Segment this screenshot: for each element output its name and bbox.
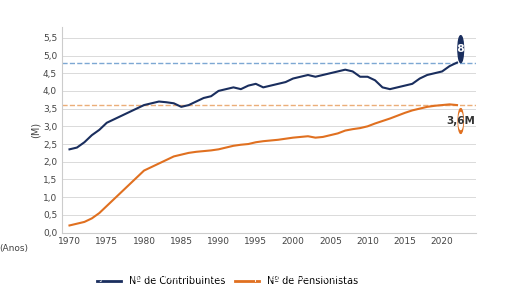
Circle shape [458, 36, 464, 63]
Text: (Anos): (Anos) [0, 244, 28, 252]
Y-axis label: (M): (M) [30, 122, 40, 138]
Polygon shape [460, 60, 462, 63]
Legend: Nº de Contribuintes, Nº de Pensionistas: Nº de Contribuintes, Nº de Pensionistas [93, 272, 362, 290]
Text: 4,8M: 4,8M [446, 44, 475, 54]
Text: 3,6M: 3,6M [446, 116, 475, 126]
Circle shape [458, 109, 463, 133]
Text: A evolução do número de contribuintes e pensionistas, evidencia um desequilíbrio: A evolução do número de contribuintes e … [64, 273, 453, 292]
Circle shape [459, 113, 463, 130]
